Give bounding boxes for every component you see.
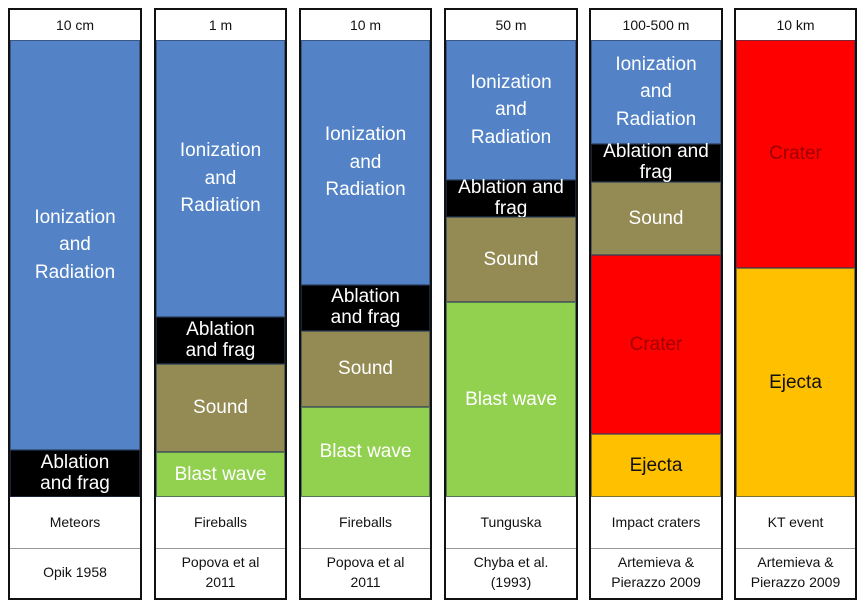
source: Popova et al 2011 bbox=[326, 554, 405, 590]
segment: Ionization and Radiation bbox=[591, 40, 721, 144]
segment: Ejecta bbox=[736, 268, 855, 497]
segment: Sound bbox=[156, 364, 285, 452]
segment: Ionization and Radiation bbox=[446, 40, 576, 180]
event-name: Fireballs bbox=[301, 497, 430, 549]
column: 10 m Ionization and Radiation Ablation and… bbox=[299, 8, 432, 600]
event-name: Meteors bbox=[10, 497, 140, 549]
segment: Ablation and frag bbox=[10, 450, 140, 497]
segment: Crater bbox=[591, 255, 721, 434]
source: Artemieva & Pierazzo 2009 bbox=[750, 554, 841, 590]
segment: Sound bbox=[301, 331, 430, 407]
event-name: KT event bbox=[736, 497, 855, 549]
column: 100-500 m Ionization and Radiation Ablatio… bbox=[589, 8, 723, 600]
segment: Sound bbox=[591, 182, 721, 255]
segment: Blast wave bbox=[156, 452, 285, 497]
segment: Sound bbox=[446, 217, 576, 302]
segment: Ablation and frag bbox=[591, 141, 721, 183]
size-header: 50 m bbox=[495, 17, 527, 33]
segment: Ejecta bbox=[591, 434, 721, 497]
size-header: 1 m bbox=[208, 17, 233, 33]
size-header: 100-500 m bbox=[622, 17, 690, 33]
event-name: Tunguska bbox=[446, 497, 576, 549]
size-header: 10 km bbox=[776, 17, 815, 33]
segment: Blast wave bbox=[446, 302, 576, 497]
source: Popova et al 2011 bbox=[181, 554, 260, 590]
column: 1 m Ionization and Radiation Ablation and … bbox=[154, 8, 287, 600]
segment: Blast wave bbox=[301, 407, 430, 497]
size-header: 10 cm bbox=[55, 17, 95, 33]
source: Opik 1958 bbox=[43, 564, 107, 581]
column: 10 km Crater Ejecta KT event Artemieva & Pie… bbox=[734, 8, 857, 600]
column: 50 m Ionization and Radiation Ablation and… bbox=[444, 8, 578, 600]
event-name: Fireballs bbox=[156, 497, 285, 549]
source: Artemieva & Pierazzo 2009 bbox=[611, 554, 701, 590]
segment: Ablation and frag bbox=[156, 317, 285, 364]
column: 10 cm Ionization and Radiation Ablation an… bbox=[8, 8, 142, 600]
segment: Ionization and Radiation bbox=[10, 40, 140, 450]
segment: Ablation and frag bbox=[301, 285, 430, 331]
segment: Ionization and Radiation bbox=[301, 40, 430, 285]
segment: Ablation and frag bbox=[446, 177, 576, 218]
segment: Crater bbox=[736, 40, 855, 268]
source: Chyba et al. (1993) bbox=[473, 554, 549, 590]
size-header: 10 m bbox=[349, 17, 382, 33]
event-name: Impact craters bbox=[591, 497, 721, 549]
segment: Ionization and Radiation bbox=[156, 40, 285, 317]
